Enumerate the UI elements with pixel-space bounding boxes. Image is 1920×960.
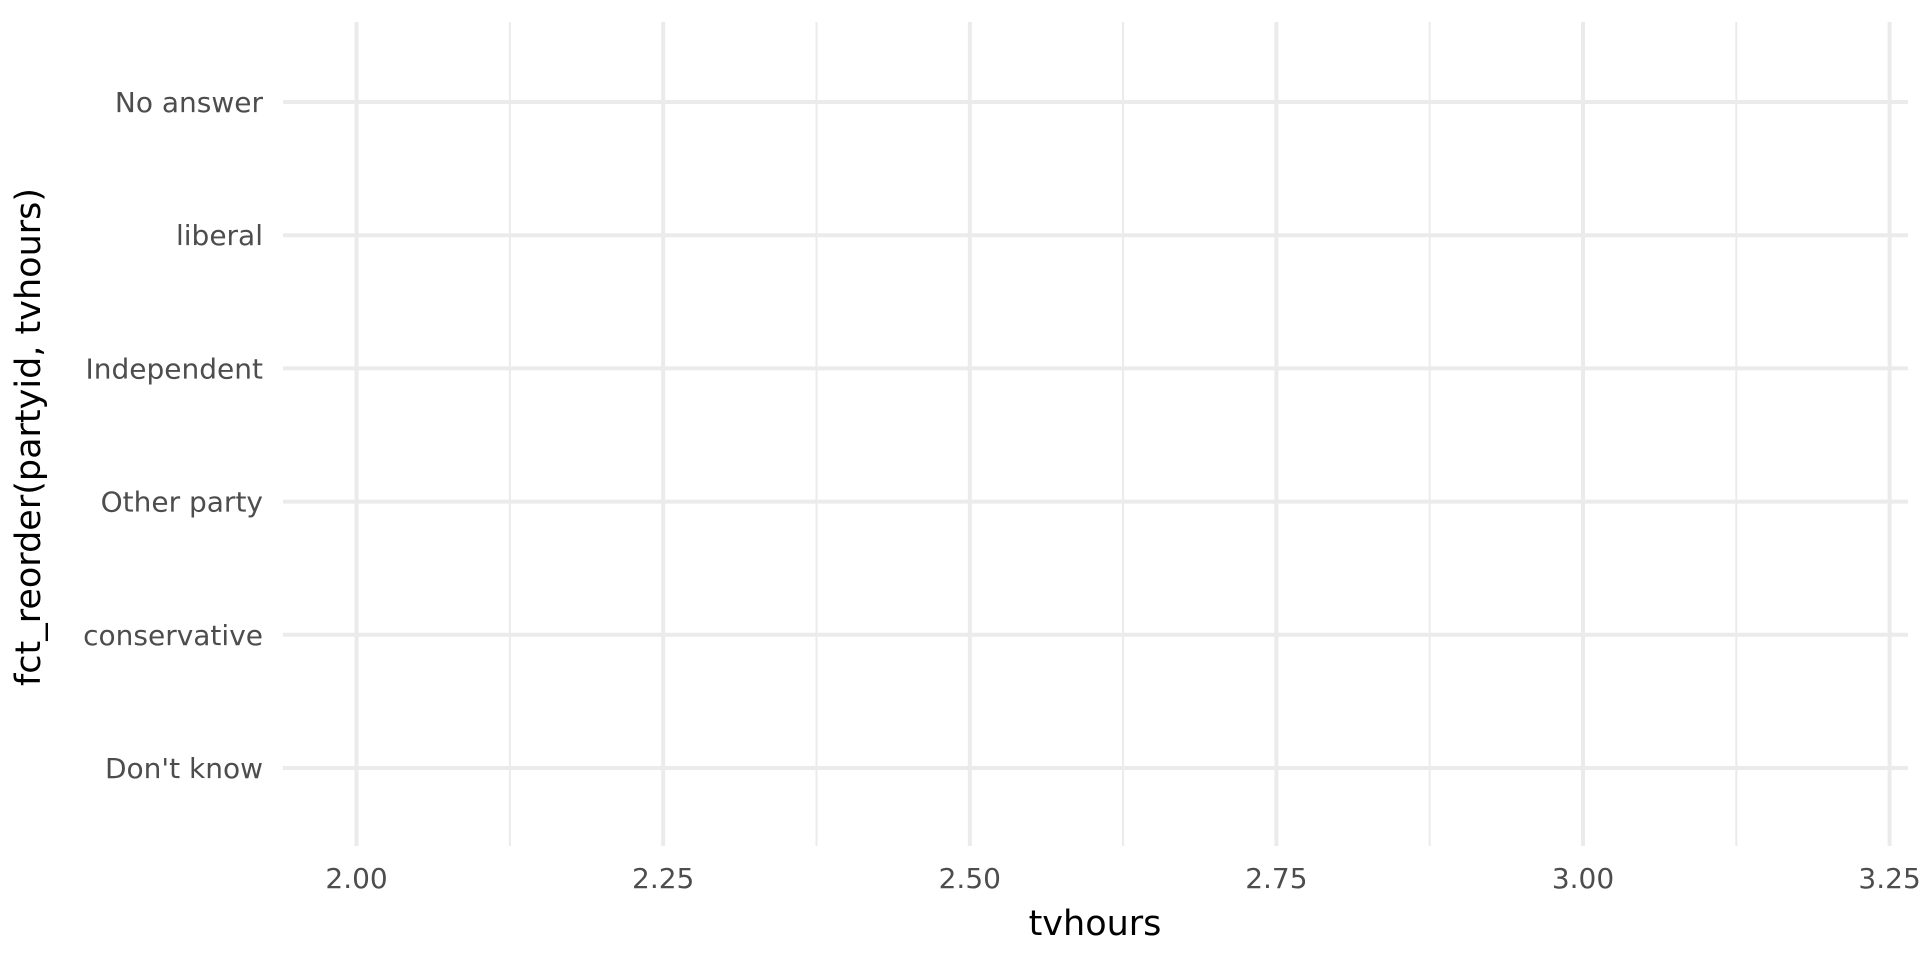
minor-gridlines: [508, 22, 1738, 846]
x-tick-label: 3.25: [1858, 862, 1920, 895]
y-tick-label: conservative: [83, 619, 263, 652]
x-tick-label: 2.50: [939, 862, 1001, 895]
x-tick-label: 2.75: [1245, 862, 1307, 895]
x-tick-label: 2.00: [325, 862, 387, 895]
y-axis-tick-labels: No answer liberal Independent Other party co…: [83, 86, 263, 785]
y-tick-label: No answer: [115, 86, 264, 119]
x-axis-tick-labels: 2.00 2.25 2.50 2.75 3.00 3.25: [325, 862, 1920, 895]
y-tick-label: Don't know: [105, 752, 263, 785]
y-tick-label: liberal: [176, 219, 263, 252]
major-gridlines: [283, 22, 1908, 846]
x-tick-label: 3.00: [1552, 862, 1614, 895]
x-axis-title: tvhours: [1029, 904, 1162, 944]
x-tick-label: 2.25: [632, 862, 694, 895]
y-axis-title: fct_reorder(partyid, tvhours): [9, 188, 49, 686]
y-tick-label: Independent: [86, 352, 263, 385]
y-tick-label: Other party: [101, 486, 263, 519]
